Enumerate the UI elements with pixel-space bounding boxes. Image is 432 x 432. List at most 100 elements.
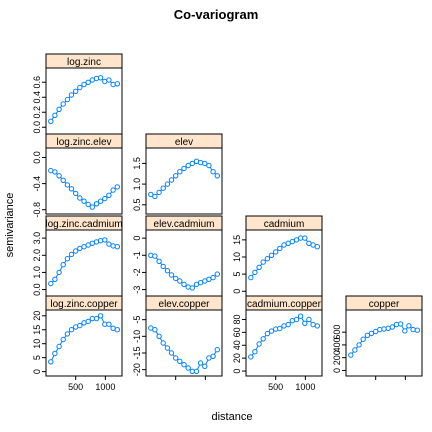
data-point [252, 269, 258, 276]
data-point [248, 354, 254, 360]
data-point [97, 75, 104, 81]
y-tick-label: 60 [232, 327, 242, 337]
panel-elev: elev 0.5 1.0 1.5 [132, 133, 223, 215]
panel-title: elev.copper [159, 299, 211, 310]
data-point [152, 253, 158, 259]
data-point [85, 318, 91, 325]
data-point [193, 368, 200, 374]
data-point [352, 347, 358, 353]
y-axis-label: semivariance [4, 193, 16, 258]
data-point [68, 327, 75, 333]
x-tick-label: 500 [68, 382, 83, 392]
data-point [97, 313, 104, 319]
data-point [189, 285, 196, 291]
data-point [52, 350, 58, 357]
data-point [93, 201, 100, 207]
data-point [77, 195, 83, 201]
panel-frame [45, 309, 123, 377]
data-point [268, 328, 275, 334]
data-point [381, 326, 387, 332]
y-tick-label: -2 [132, 268, 142, 276]
data-point [110, 187, 116, 193]
data-point [214, 173, 221, 179]
data-point [177, 169, 183, 175]
data-point [89, 204, 96, 210]
data-point [56, 106, 62, 113]
data-point [64, 182, 71, 188]
x-tick-label: 1000 [295, 382, 315, 392]
y-tick-label: 5 [32, 355, 42, 360]
y-tick-label: 5 [232, 272, 242, 277]
data-point [56, 269, 62, 276]
data-point [164, 268, 171, 274]
data-point [202, 363, 208, 369]
data-point [114, 81, 121, 87]
data-point [368, 330, 375, 337]
data-point [214, 347, 221, 353]
data-point [414, 327, 420, 333]
data-point [214, 271, 221, 277]
panel-cadmium-copper: cadmium.copper 0 20 40 60 80 500 1000 [232, 295, 323, 392]
data-point [264, 256, 271, 262]
data-point [397, 321, 404, 327]
y-tick-label: 3.0 [32, 232, 42, 245]
y-tick-label: 10 [232, 252, 242, 262]
data-point [256, 341, 262, 347]
data-point [81, 81, 87, 88]
y-tick-label: 400 [332, 337, 342, 352]
data-point [402, 328, 408, 334]
data-point [268, 252, 275, 259]
data-point [160, 340, 166, 346]
y-tick-label: 0 [232, 369, 242, 374]
data-point [177, 278, 183, 284]
data-point [185, 162, 191, 169]
data-point [156, 258, 162, 264]
data-point [77, 84, 83, 91]
data-point [168, 177, 175, 183]
data-point [48, 280, 54, 287]
panel-log-zinc-cadmium: log.zinc.cadmium 0.0 1.0 2.0 3.0 [32, 215, 123, 297]
panel-frame [45, 67, 123, 135]
data-point [48, 359, 54, 365]
y-tick-label: 0.2 [32, 106, 42, 119]
panel-elev-copper: elev.copper -20 -15 -10 -5 [132, 295, 223, 380]
panel-title: elev.cadmium [154, 219, 215, 230]
data-point [277, 245, 283, 252]
data-point [277, 325, 283, 332]
y-tick-label: 1.0 [32, 266, 42, 279]
data-point [160, 185, 166, 191]
data-point [256, 264, 262, 270]
data-point [106, 192, 112, 199]
data-point [102, 237, 108, 243]
y-tick-label: 10 [32, 339, 42, 349]
data-point [68, 92, 75, 98]
data-point [48, 118, 54, 125]
data-point [114, 244, 121, 250]
panel-cadmium: cadmium 0 5 10 15 [232, 215, 323, 297]
y-tick-label: -1 [132, 251, 142, 259]
data-point [360, 336, 366, 342]
data-point [206, 162, 212, 169]
data-point [197, 159, 204, 166]
data-point [85, 79, 91, 86]
data-point [297, 313, 304, 319]
y-tick-label: 0.5 [132, 199, 142, 212]
panel-frame [345, 309, 423, 377]
y-tick-label: 0 [232, 289, 242, 294]
data-point [73, 88, 79, 95]
data-point [68, 186, 75, 192]
data-point [306, 316, 312, 323]
data-point [210, 169, 216, 175]
panel-frame [45, 147, 123, 215]
panel-title: copper [369, 299, 400, 310]
data-point [85, 201, 91, 208]
panel-frame [45, 229, 123, 297]
panel-title: log.zinc.cadmium [45, 219, 122, 230]
y-tick-label: 80 [232, 314, 242, 324]
data-point [152, 327, 158, 333]
y-tick-label: 1.0 [132, 178, 142, 191]
data-point [197, 360, 204, 366]
data-point [302, 320, 308, 326]
data-point [264, 330, 271, 337]
